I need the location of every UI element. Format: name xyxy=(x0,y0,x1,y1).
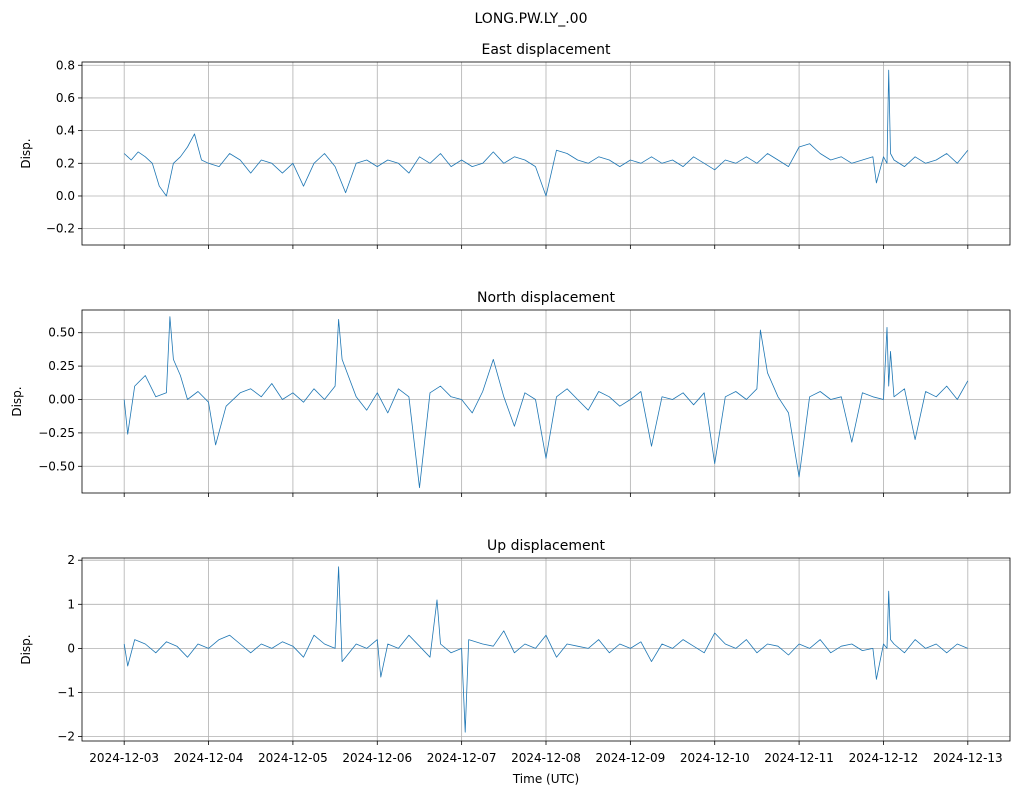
y-tick-label: −0.25 xyxy=(38,426,75,440)
series-line xyxy=(123,316,969,489)
x-tick-label: 2024-12-11 xyxy=(764,751,834,765)
panel-title: North displacement xyxy=(477,290,615,306)
y-tick-label: −1 xyxy=(57,685,75,699)
x-axis-label: Time (UTC) xyxy=(512,772,579,786)
x-tick-label: 2024-12-03 xyxy=(89,751,159,765)
x-tick-label: 2024-12-06 xyxy=(342,751,412,765)
grid xyxy=(82,310,1010,493)
x-tick-label: 2024-12-04 xyxy=(174,751,244,765)
x-tick-label: 2024-12-09 xyxy=(595,751,665,765)
y-tick-label: 1 xyxy=(67,597,75,611)
y-axis-label: Disp. xyxy=(10,386,24,416)
panel-title: East displacement xyxy=(481,42,611,58)
y-tick-label: 0.00 xyxy=(48,392,75,406)
y-tick-label: −2 xyxy=(57,730,75,744)
panel-title: Up displacement xyxy=(487,538,605,554)
x-tick-label: 2024-12-10 xyxy=(680,751,750,765)
series-line xyxy=(123,69,969,197)
y-tick-label: −0.50 xyxy=(38,459,75,473)
y-tick-label: 0 xyxy=(67,641,75,655)
x-tick-label: 2024-12-12 xyxy=(849,751,919,765)
y-axis-label: Disp. xyxy=(19,138,33,168)
x-tick-label: 2024-12-13 xyxy=(933,751,1003,765)
panel-1: −0.50 −0.25 0.00 0.25 0.50 North displacement… xyxy=(10,290,1011,497)
series-line xyxy=(123,566,968,733)
x-tick-label: 2024-12-07 xyxy=(427,751,497,765)
y-axis-label: Disp. xyxy=(19,634,33,664)
figure-suptitle: LONG.PW.LY_.00 xyxy=(475,11,588,27)
grid xyxy=(82,62,1010,245)
y-tick-label: −0.2 xyxy=(46,222,75,236)
x-tick-label: 2024-12-08 xyxy=(511,751,581,765)
panel-0: −0.2 0.0 0.2 0.4 0.6 0.8 East displacement Disp… xyxy=(19,42,1011,249)
x-tick-label: 2024-12-05 xyxy=(258,751,328,765)
grid xyxy=(82,558,1010,741)
y-tick-label: 0.2 xyxy=(56,156,75,170)
y-tick-label: 0.8 xyxy=(56,58,75,72)
panel-2: −2 −1 0 1 2 2024-12-03 2024-12-04 2024-12-05 202… xyxy=(19,538,1011,765)
y-tick-label: 0.50 xyxy=(48,326,75,340)
y-tick-label: 0.0 xyxy=(56,189,75,203)
y-tick-label: 0.25 xyxy=(48,359,75,373)
y-tick-label: 2 xyxy=(67,553,75,567)
y-tick-label: 0.6 xyxy=(56,91,75,105)
y-tick-label: 0.4 xyxy=(56,124,75,138)
